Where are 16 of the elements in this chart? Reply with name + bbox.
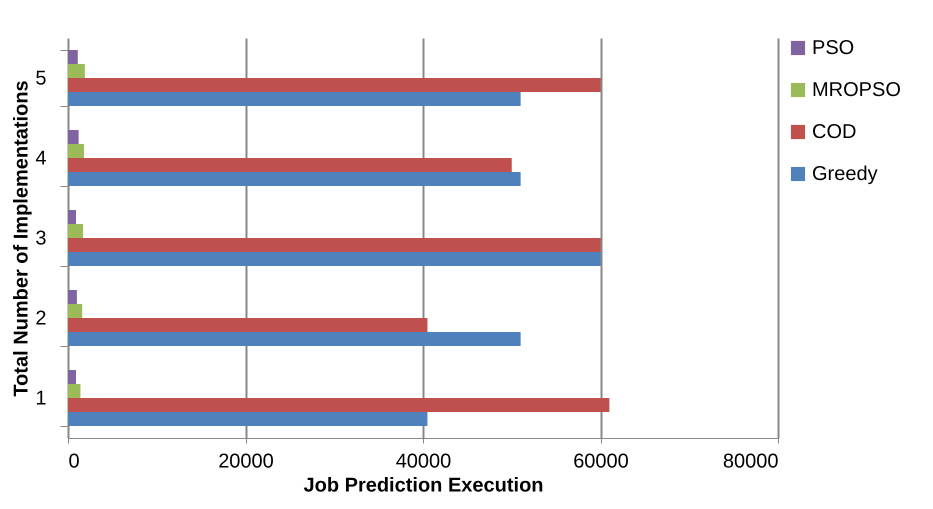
x-axis-title: Job Prediction Execution xyxy=(303,474,544,496)
y-tick-label: 2 xyxy=(35,308,46,330)
y-tick-label: 4 xyxy=(35,148,46,170)
x-tick-label: 20000 xyxy=(218,450,274,472)
x-tick-label: 60000 xyxy=(573,450,629,472)
x-tick-label: 40000 xyxy=(396,450,452,472)
legend-label: PSO xyxy=(812,37,854,59)
y-tick-label: 3 xyxy=(35,228,46,250)
y-tick-label: 5 xyxy=(35,68,46,90)
y-axis-title: Total Number of Implementations xyxy=(10,80,32,397)
legend-label: Greedy xyxy=(812,163,878,185)
legend-label: COD xyxy=(812,121,856,143)
legend-label: MROPSO xyxy=(812,79,901,101)
x-tick-label: 80000 xyxy=(722,450,778,472)
x-tick-label: 0 xyxy=(68,450,80,472)
y-tick-label: 1 xyxy=(35,388,46,410)
